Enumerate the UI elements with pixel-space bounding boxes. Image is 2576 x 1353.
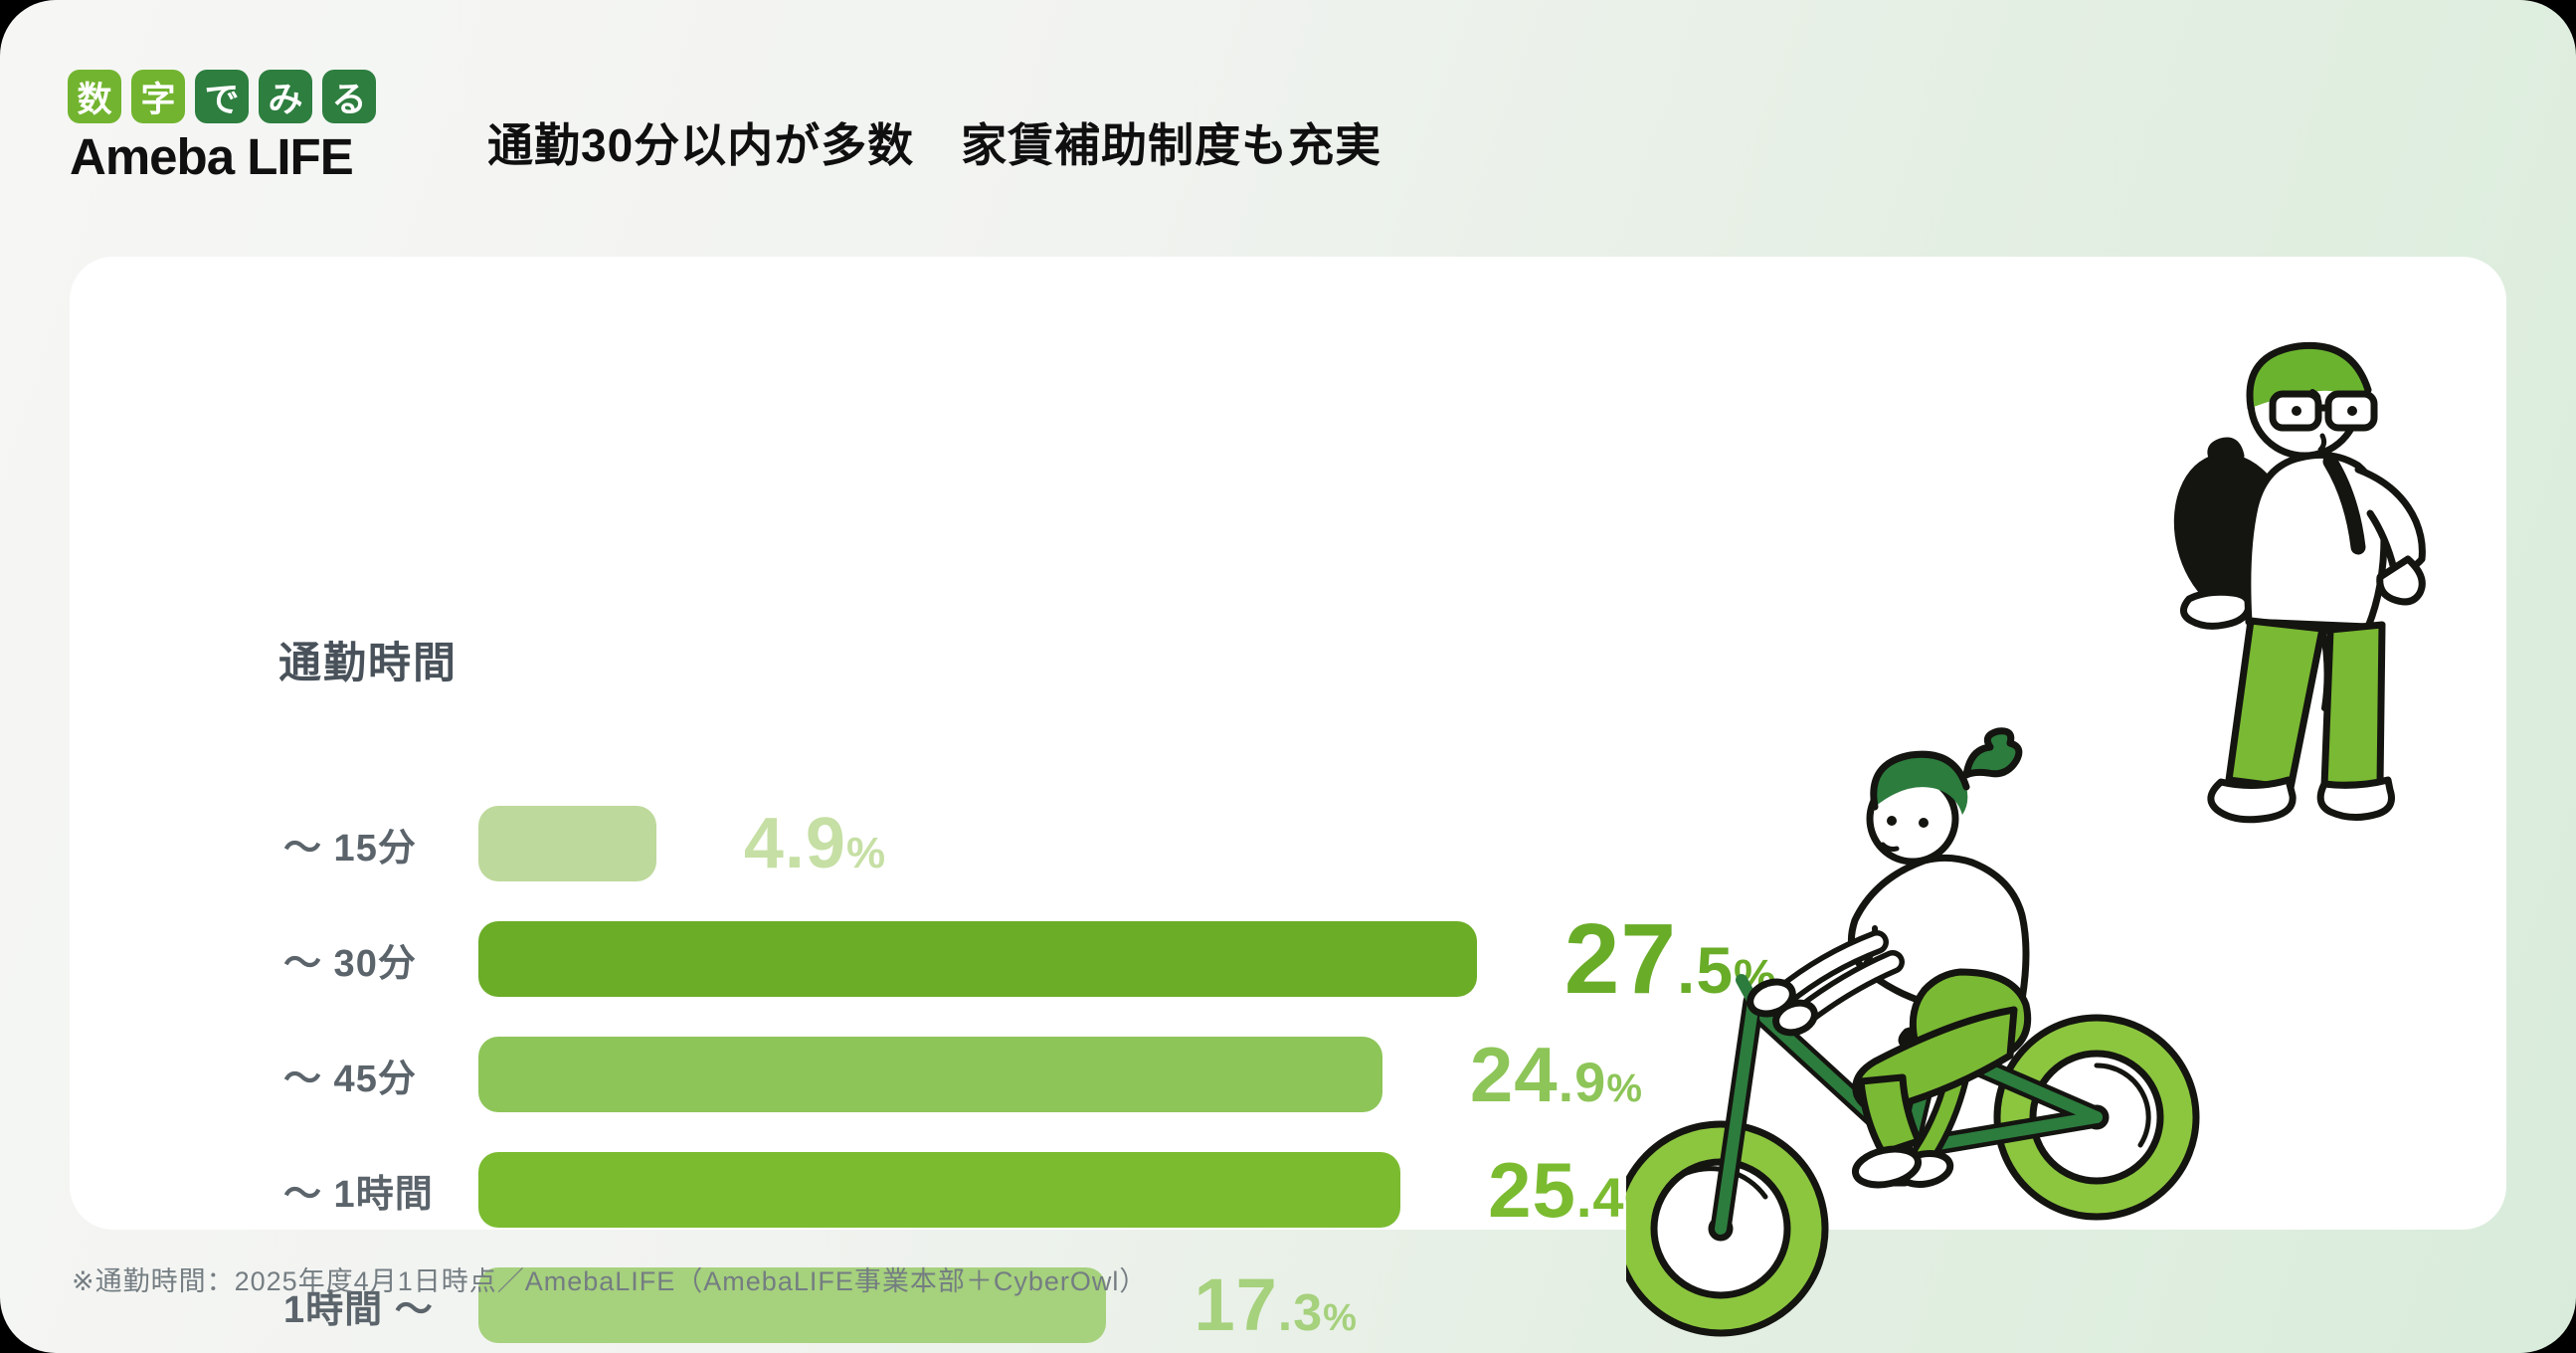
pants-right-leg — [2320, 621, 2386, 790]
bar-value: 17.3% — [1194, 1263, 1358, 1346]
hair — [1873, 754, 1968, 815]
left-hand — [2180, 588, 2253, 630]
bar-value: 27.5% — [1564, 903, 1777, 1015]
chart-row: ～ 1時間 25.4% — [283, 1146, 1777, 1234]
bar-label: ～ 30分 — [283, 942, 417, 985]
chart-card: 通勤時間 ～ 15分 4.9% ～ 30分 27.5% ～ 45分 24.9% ～ 1時間 2… — [70, 257, 2506, 1343]
shoe — [2316, 776, 2395, 821]
walking-student-illustration — [2173, 341, 2426, 824]
logo-text: Ameba LIFE — [70, 128, 354, 185]
right-hand — [2376, 555, 2426, 606]
hand — [1772, 999, 1818, 1037]
badge-char: 数 — [68, 70, 121, 123]
bar-label: ～ 15分 — [283, 827, 417, 870]
backpack-strap — [2322, 454, 2366, 555]
chart-row: 1時間 ～ 17.3% — [283, 1267, 1777, 1343]
bar-label: ～ 45分 — [283, 1058, 417, 1100]
badge-char: で — [195, 70, 249, 123]
bar — [478, 806, 656, 881]
badge-char: 字 — [131, 70, 185, 123]
front-shin — [1857, 1073, 1923, 1157]
chart-row: ～ 15分 4.9% — [283, 806, 1777, 881]
badge-char: る — [322, 70, 376, 123]
bar-value: 4.9% — [743, 804, 887, 883]
bar-value: 24.9% — [1469, 1031, 1643, 1118]
badge-char: み — [259, 70, 312, 123]
chart-row: ～ 30分 27.5% — [283, 909, 1777, 1009]
bar-label: ～ 1時間 — [283, 1173, 434, 1216]
chart-row: ～ 45分 24.9% — [283, 1031, 1777, 1118]
eye — [1887, 816, 1897, 826]
numbers-badge: 数字でみる — [68, 70, 376, 123]
pants-left-leg — [2225, 617, 2326, 792]
hair-bun — [1962, 727, 2023, 779]
eye — [2347, 406, 2357, 416]
bar-value: 25.4% — [1488, 1146, 1660, 1234]
eye — [1919, 818, 1929, 828]
bar — [478, 1152, 1401, 1228]
cyclist-illustration — [1626, 727, 2200, 1337]
page-title: 通勤30分以内が多数 家賃補助制度も充実 — [487, 119, 1382, 171]
right-arm — [2354, 466, 2426, 574]
footnote: ※通勤時間：2025年度4月1日時点／AmebaLIFE（AmebaLIFE事業… — [72, 1266, 1148, 1296]
bar-label: 1時間 ～ — [283, 1288, 434, 1331]
bar — [478, 1267, 1107, 1343]
shoe — [1852, 1145, 1922, 1189]
bar — [478, 921, 1477, 997]
shoe — [2207, 776, 2297, 824]
eye — [2292, 406, 2301, 416]
bar — [478, 1037, 1382, 1112]
backpack-handle — [2207, 437, 2245, 470]
chart-title: 通勤時間 — [278, 640, 458, 687]
